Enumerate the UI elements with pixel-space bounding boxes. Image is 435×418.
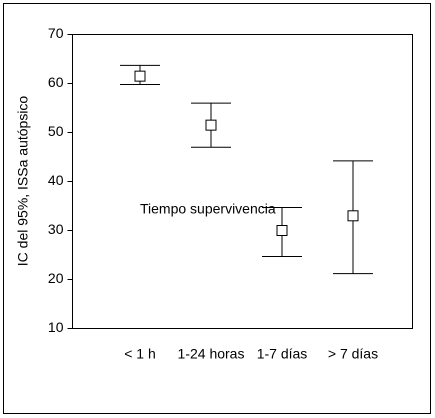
x-tick-label: < 1 h — [124, 346, 156, 362]
y-tick-label: 40 — [48, 172, 64, 188]
mean-marker — [134, 70, 146, 82]
mean-marker — [347, 210, 359, 222]
annotation: Tiempo supervivencia — [140, 201, 276, 217]
x-tick-label: > 7 días — [328, 346, 378, 362]
y-axis-label: IC del 95%, ISSa autópsico — [15, 96, 31, 267]
y-tick-label: 30 — [48, 221, 64, 237]
y-tick-label: 20 — [48, 270, 64, 286]
outer-frame — [3, 3, 431, 414]
x-tick-label: 1-24 horas — [178, 346, 245, 362]
mean-marker — [205, 119, 217, 131]
x-tick-label: 1-7 días — [257, 346, 308, 362]
y-tick-label: 70 — [48, 25, 64, 41]
y-tick-label: 10 — [48, 319, 64, 335]
mean-marker — [276, 225, 288, 236]
y-tick-label: 60 — [48, 74, 64, 90]
y-tick-label: 50 — [48, 123, 64, 139]
